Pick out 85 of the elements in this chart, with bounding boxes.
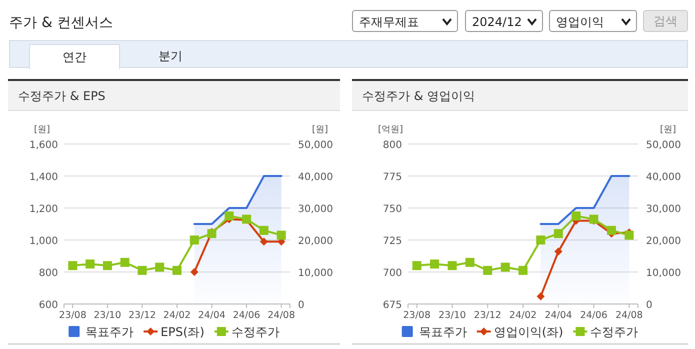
y2-tick-label: 10,000 [298, 268, 333, 279]
point [554, 229, 563, 238]
point [500, 262, 510, 272]
x-tick-label: 23/12 [128, 310, 156, 321]
x-tick-label: 23/12 [474, 310, 502, 321]
point [430, 260, 440, 268]
x-tick-label: 23/08 [58, 310, 86, 321]
legend-label: 목표주가 [86, 325, 134, 339]
point [606, 226, 616, 235]
y2-tick-label: 20,000 [646, 236, 681, 247]
x-tick-label: 23/08 [403, 310, 431, 321]
y2-tick-label: 40,000 [646, 172, 681, 183]
y2-tick-label: 30,000 [646, 204, 681, 215]
legend-label: EPS(좌) [160, 325, 204, 339]
y-tick-label: 775 [382, 172, 402, 183]
point [483, 266, 492, 275]
point [624, 230, 634, 240]
y2-tick-label: 0 [298, 300, 304, 311]
x-tick-label: 24/02 [163, 310, 191, 321]
point [518, 266, 528, 275]
y-tick-label: 1,400 [29, 172, 58, 183]
y-tick-label: 1,600 [29, 140, 58, 151]
text: 2024/12 [465, 10, 543, 32]
point [536, 292, 545, 300]
text: 주가 & 컨센서스 [9, 14, 113, 32]
point [120, 258, 130, 267]
y2-tick-label: 50,000 [646, 140, 681, 151]
y2-tick-label: 30,000 [298, 204, 333, 215]
x-tick-label: 24/02 [509, 310, 537, 321]
y-tick-label: 750 [382, 204, 402, 215]
y-tick-label: 1,000 [29, 236, 58, 247]
legend-label: 수정주가 [590, 325, 638, 339]
point [155, 262, 164, 272]
x-tick-label: 24/06 [580, 310, 608, 321]
x-tick-label: 24/04 [198, 310, 226, 321]
point [224, 212, 234, 220]
point [276, 230, 286, 240]
y-tick-label: 800 [382, 140, 402, 151]
text: 검색 [643, 10, 688, 32]
point [260, 238, 268, 246]
point [448, 261, 457, 270]
point [68, 261, 78, 270]
point [465, 258, 474, 267]
y2-tick-label: 20,000 [298, 236, 333, 247]
y2-tick-label: 40,000 [298, 172, 333, 183]
x-tick-label: 24/06 [232, 310, 260, 321]
point [138, 266, 147, 275]
point [190, 268, 198, 276]
text: 영업이익 [549, 10, 637, 32]
point [412, 261, 422, 270]
y-tick-label: 600 [38, 300, 58, 311]
point [102, 261, 112, 270]
y-tick-label: 675 [382, 300, 402, 311]
text: 연간 [29, 44, 120, 69]
point [172, 266, 182, 275]
y-axis-title: [원] [34, 125, 50, 135]
text: 분기 [158, 48, 184, 65]
chart-title: 수정주가 & EPS [8, 81, 340, 111]
legend-label: 영업이익(좌) [494, 325, 564, 339]
legend-label: 목표주가 [418, 325, 467, 339]
y2-axis-title: [원] [660, 125, 676, 135]
chart-title: 수정주가 & 영업이익 [352, 81, 688, 111]
point [207, 229, 216, 238]
y2-axis-title: [원] [312, 125, 328, 135]
point [86, 260, 95, 268]
y-tick-label: 800 [38, 268, 58, 279]
point [190, 236, 199, 244]
y-tick-label: 700 [382, 268, 402, 279]
y-tick-label: 725 [382, 236, 402, 247]
point [536, 236, 546, 244]
point [259, 226, 268, 235]
x-tick-label: 24/08 [268, 310, 296, 321]
y-axis-title: [억원] [378, 125, 404, 135]
x-tick-label: 23/10 [94, 310, 122, 321]
legend-label: 수정주가 [231, 325, 280, 339]
x-tick-label: 24/08 [615, 310, 643, 321]
point [554, 248, 562, 256]
y2-tick-label: 50,000 [298, 140, 333, 151]
y2-tick-label: 10,000 [646, 268, 681, 279]
y2-tick-label: 0 [646, 300, 652, 311]
x-tick-label: 23/10 [438, 310, 466, 321]
point [572, 212, 581, 220]
x-tick-label: 24/04 [544, 310, 572, 321]
y-tick-label: 1,200 [29, 204, 58, 215]
text: 주재무제표 [352, 10, 458, 32]
